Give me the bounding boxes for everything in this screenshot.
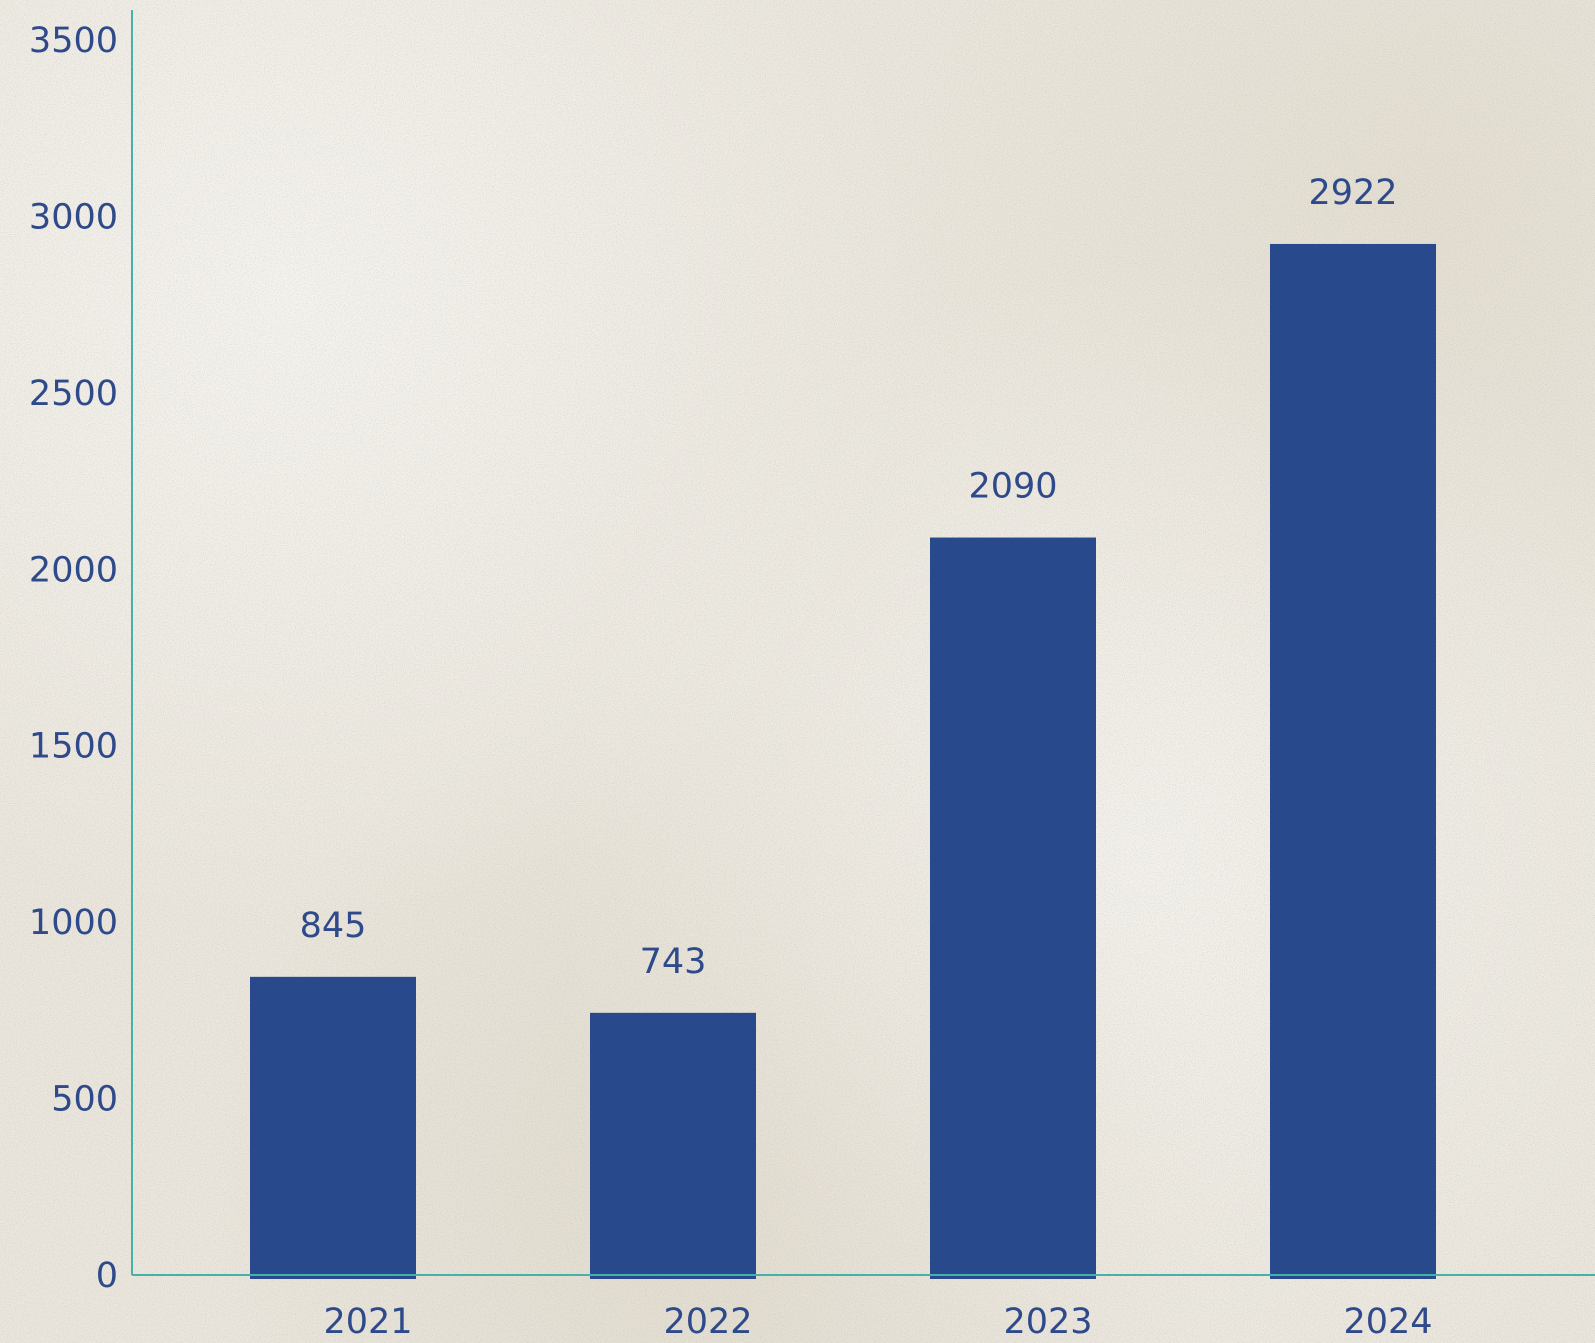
bar (1270, 243, 1436, 1280)
y-tick-label: 2000 (29, 550, 118, 590)
bar-value-label: 845 (300, 906, 367, 946)
bar (250, 976, 416, 1279)
x-tick-label: 2021 (323, 1302, 412, 1342)
bar (930, 537, 1096, 1279)
x-tick-label: 2023 (1003, 1302, 1092, 1342)
y-tick-label: 500 (51, 1080, 118, 1120)
y-tick-label: 3000 (29, 197, 118, 237)
bar-value-label: 2922 (1308, 173, 1397, 213)
bar-series (250, 243, 1436, 1280)
x-tick-label: 2024 (1343, 1302, 1432, 1342)
bar-value-label: 2090 (968, 467, 1057, 507)
x-axis-tick-labels: 2021 2022 2023 2024 (323, 1302, 1432, 1342)
x-tick-label: 2022 (663, 1302, 752, 1342)
bar (590, 1012, 756, 1279)
bar-value-label: 743 (640, 942, 707, 982)
y-tick-label: 2500 (29, 374, 118, 414)
y-tick-label: 1000 (29, 903, 118, 943)
bar-data-labels: 845 743 2090 2922 (300, 173, 1398, 982)
y-axis-tick-labels: 0 500 1000 1500 2000 2500 3000 3500 (29, 21, 118, 1296)
y-tick-label: 1500 (29, 727, 118, 767)
y-tick-label: 0 (96, 1256, 118, 1296)
y-tick-label: 3500 (29, 21, 118, 61)
